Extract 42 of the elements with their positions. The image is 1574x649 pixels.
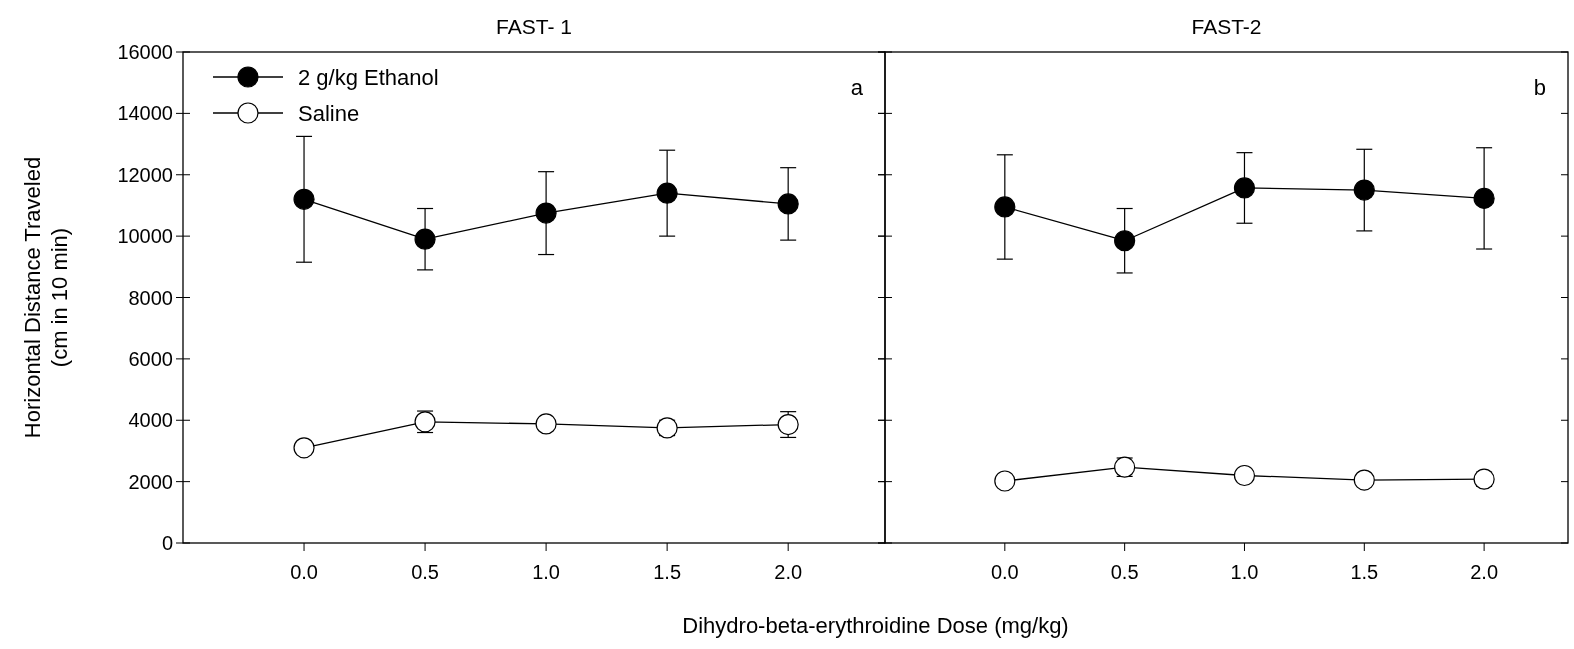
chart-title: FAST- 1 bbox=[496, 15, 572, 38]
point bbox=[1114, 230, 1136, 252]
point bbox=[994, 470, 1016, 492]
annotation: b bbox=[1533, 75, 1546, 100]
y-tick-label: 16000 bbox=[117, 41, 173, 63]
point bbox=[414, 228, 436, 250]
x-tick-label: 1.0 bbox=[532, 561, 561, 583]
x-tick-label: 0.0 bbox=[290, 561, 318, 583]
x-axis-title: Dihydro-beta-erythroidine Dose (mg/kg) bbox=[682, 613, 1069, 638]
point bbox=[777, 193, 799, 215]
point bbox=[293, 437, 315, 459]
point bbox=[1473, 187, 1495, 209]
point bbox=[535, 202, 557, 224]
y-tick-label: 6000 bbox=[128, 347, 173, 370]
x-tick-label: 2.0 bbox=[774, 561, 803, 583]
x-tick-label: 0.5 bbox=[411, 561, 439, 583]
x-tick-label: 2.0 bbox=[1470, 561, 1499, 583]
x-tick-label: 0.5 bbox=[1110, 561, 1139, 583]
y-tick-label: 2000 bbox=[128, 470, 173, 493]
point bbox=[535, 413, 557, 435]
y-tick-label: 8000 bbox=[128, 286, 173, 309]
point bbox=[1353, 469, 1375, 491]
point bbox=[1353, 179, 1375, 201]
annotation: a bbox=[850, 75, 864, 100]
point bbox=[994, 196, 1016, 218]
x-tick-label: 0.0 bbox=[990, 561, 1019, 583]
x-tick-label: 1.5 bbox=[1350, 561, 1379, 583]
legend-label: Saline bbox=[298, 100, 360, 126]
legend-label: 2 g/kg Ethanol bbox=[298, 64, 439, 90]
y-tick-label: 12000 bbox=[117, 163, 173, 186]
x-tick-label: 1.0 bbox=[1230, 561, 1259, 583]
y-tick-label: 0 bbox=[161, 532, 173, 554]
x-tick-label: 1.5 bbox=[653, 561, 682, 583]
y-axis-title: Horizontal Distance Traveled (cm in 10 min) bbox=[20, 156, 72, 439]
point bbox=[1233, 177, 1256, 199]
y-tick-label: 10000 bbox=[117, 225, 173, 248]
point bbox=[293, 188, 315, 210]
chart-title: FAST-2 bbox=[1191, 15, 1262, 38]
point bbox=[1233, 464, 1256, 487]
y-tick-label: 4000 bbox=[128, 409, 173, 432]
y-tick-label: 14000 bbox=[117, 102, 173, 125]
point bbox=[656, 182, 678, 204]
